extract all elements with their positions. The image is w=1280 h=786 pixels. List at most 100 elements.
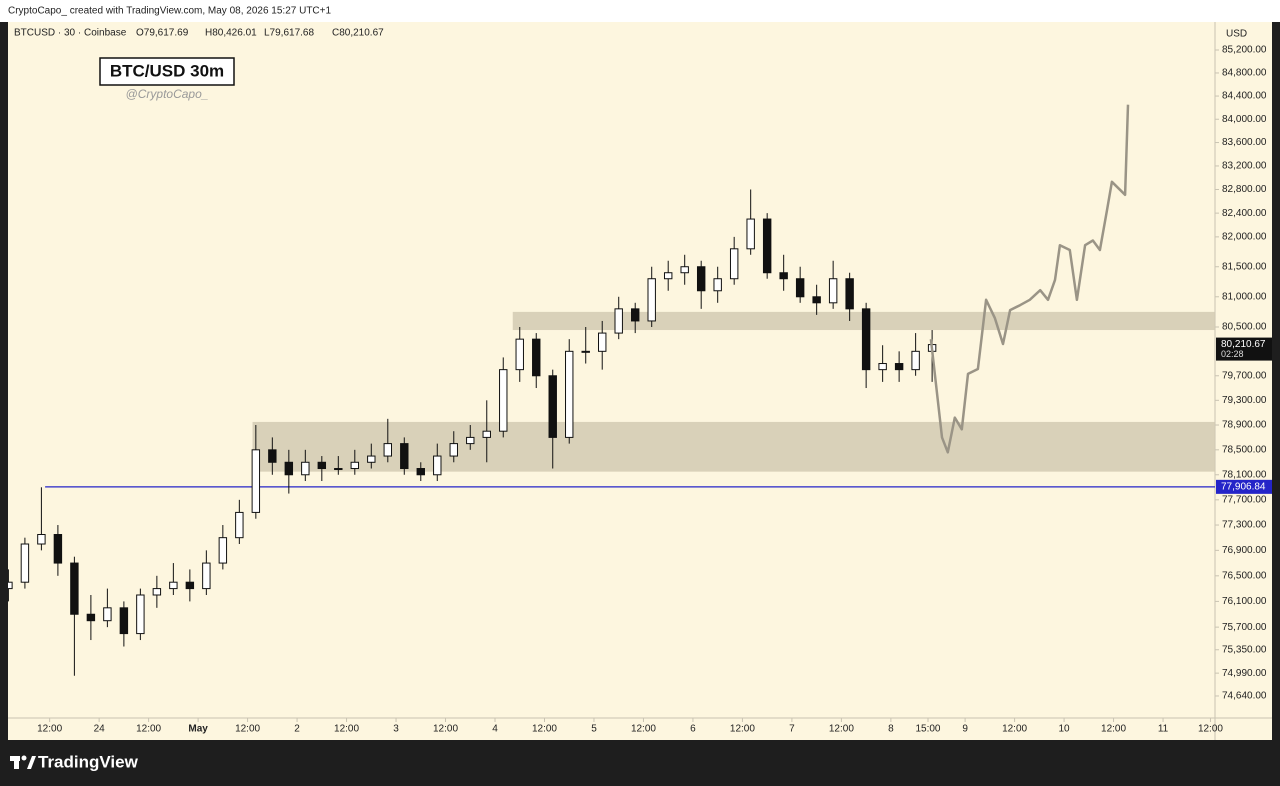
candle-body	[202, 562, 211, 590]
y-tick-label: 84,400.00	[1222, 91, 1267, 102]
candle-body	[911, 350, 920, 371]
y-tick-label: 78,500.00	[1222, 444, 1267, 455]
candle-body	[861, 308, 871, 371]
candle-body	[449, 443, 458, 457]
candle-body	[317, 461, 327, 470]
x-tick-label: 12:00	[235, 724, 260, 735]
y-tick-label: 74,640.00	[1222, 691, 1267, 702]
candle-body	[169, 581, 178, 590]
candle-body	[565, 350, 574, 438]
countdown: 02:28	[1221, 349, 1244, 359]
brand: TradingView	[38, 752, 139, 771]
candle-body	[647, 278, 656, 322]
candle-body	[334, 468, 343, 471]
y-tick-label: 78,900.00	[1222, 420, 1267, 431]
candle-body	[400, 443, 409, 470]
candle-body	[746, 218, 755, 250]
candle-body	[779, 272, 788, 280]
candle-body	[466, 436, 475, 445]
candle-body	[433, 455, 442, 476]
candle-body	[696, 266, 706, 292]
x-tick-label: May	[188, 724, 208, 735]
y-tick-label: 80,500.00	[1222, 322, 1267, 333]
candle-body	[301, 461, 310, 476]
x-tick-label: 15:00	[915, 724, 940, 735]
y-tick-label: 76,500.00	[1222, 570, 1267, 581]
x-tick-label: 5	[591, 724, 597, 735]
y-tick-label: 76,900.00	[1222, 545, 1267, 556]
y-tick-label: 79,300.00	[1222, 395, 1267, 406]
candle-body	[812, 296, 821, 304]
x-tick-label: 24	[94, 724, 106, 735]
x-tick-label: 7	[789, 724, 795, 735]
candle-body	[20, 543, 30, 583]
y-tick-label: 82,400.00	[1222, 208, 1267, 219]
x-tick-label: 4	[492, 724, 498, 735]
candle-body	[350, 461, 360, 470]
candle-body	[8, 581, 13, 590]
level-label: 77,906.84	[1221, 481, 1266, 492]
candle-body	[795, 278, 805, 298]
y-tick-label: 81,500.00	[1222, 261, 1267, 272]
candle-body	[482, 430, 491, 438]
candle-body	[581, 350, 590, 353]
y-tick-label: 75,700.00	[1222, 622, 1267, 633]
x-tick-label: 12:00	[730, 724, 755, 735]
x-tick-label: 11	[1158, 724, 1169, 735]
x-tick-label: 2	[294, 724, 300, 735]
axis-unit: USD	[1226, 29, 1247, 40]
y-tick-label: 77,700.00	[1222, 494, 1267, 505]
y-tick-label: 79,700.00	[1222, 370, 1267, 381]
ohlc: L79,617.68	[264, 28, 314, 39]
candle-body	[367, 455, 376, 463]
y-tick-label: 83,600.00	[1222, 137, 1267, 148]
price-label: 80,210.67	[1221, 339, 1266, 350]
x-tick-label: 6	[690, 724, 696, 735]
top-bar	[0, 0, 1280, 22]
candle-body	[235, 511, 244, 539]
plot	[8, 104, 1215, 676]
y-tick-label: 85,200.00	[1222, 45, 1267, 56]
candle-body	[680, 266, 689, 274]
x-tick-label: 12:00	[1101, 724, 1126, 735]
x-tick-label: 9	[962, 724, 968, 735]
x-tick-label: 12:00	[532, 724, 557, 735]
y-tick-label: 81,000.00	[1222, 291, 1267, 302]
candle-body	[878, 363, 887, 371]
y-tick-label: 76,100.00	[1222, 596, 1267, 607]
candle-body	[383, 443, 393, 457]
chart-panel	[8, 22, 1272, 740]
price-label-bg	[1216, 337, 1272, 361]
x-tick-label: 3	[393, 724, 399, 735]
candle-body	[614, 308, 623, 334]
x-tick-label: 8	[888, 724, 894, 735]
x-tick-label: 12:00	[37, 724, 62, 735]
y-tick-label: 84,000.00	[1222, 114, 1267, 125]
x-tick-label: 12:00	[1198, 724, 1223, 735]
candle-body	[630, 308, 640, 322]
candle-body	[729, 248, 739, 280]
chart-title: BTC/USD 30m	[110, 61, 224, 80]
candle-body	[218, 537, 228, 564]
candle-body	[53, 534, 63, 564]
projection	[929, 104, 1130, 454]
zone	[252, 421, 1215, 472]
x-tick-label: 12:00	[334, 724, 359, 735]
logo	[10, 755, 36, 769]
y-tick-label: 75,350.00	[1222, 644, 1267, 655]
candle-body	[894, 363, 904, 371]
candle-body	[762, 218, 772, 274]
candle-body	[103, 607, 112, 622]
y-tick-label: 84,800.00	[1222, 68, 1267, 79]
candle-body	[284, 461, 294, 476]
candle-body	[845, 278, 854, 310]
candle-body	[663, 272, 673, 280]
y-tick-label: 74,990.00	[1222, 668, 1267, 679]
candle-body	[37, 534, 46, 545]
title-box	[99, 57, 235, 86]
x-tick-label: 12:00	[1002, 724, 1027, 735]
x-tick-label: 12:00	[829, 724, 854, 735]
y-tick-label: 82,000.00	[1222, 232, 1267, 243]
